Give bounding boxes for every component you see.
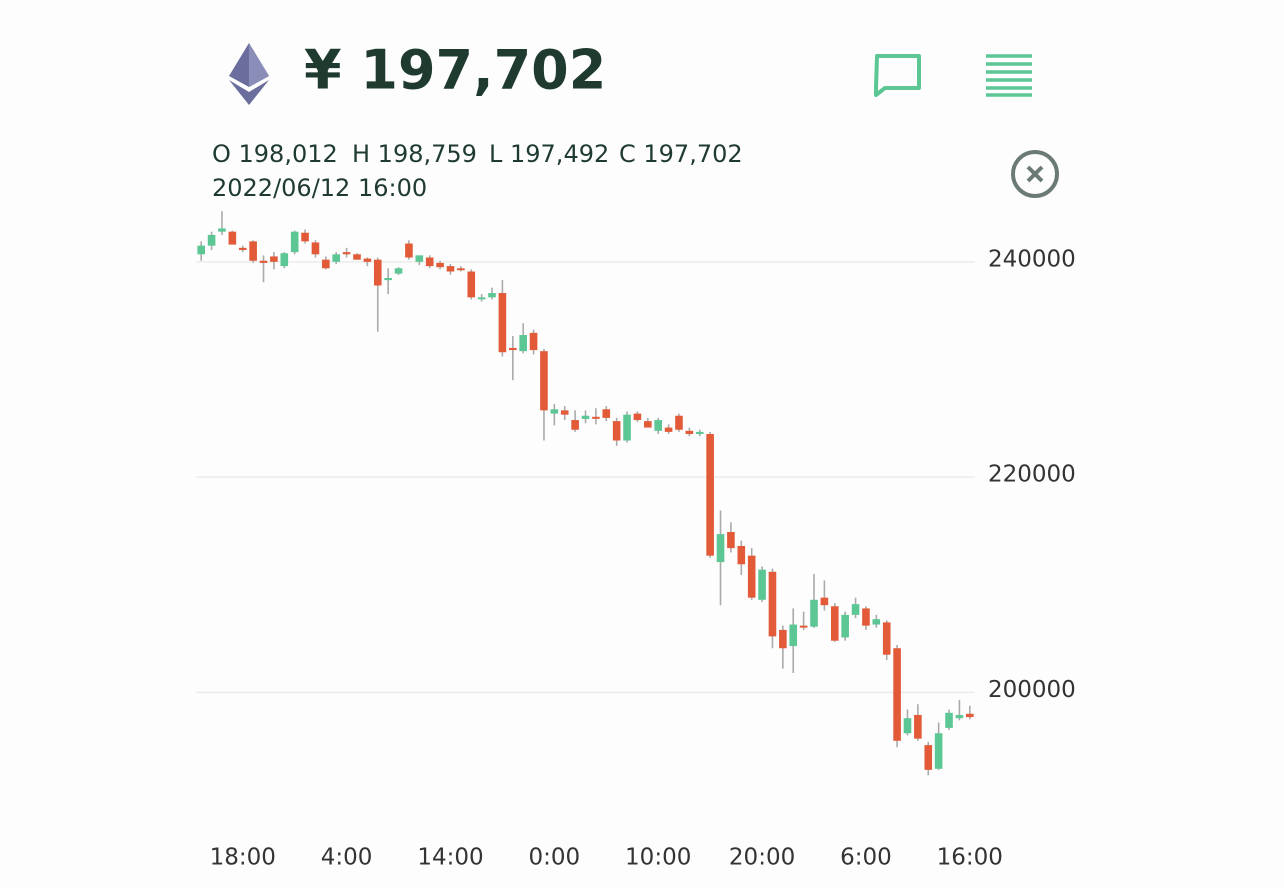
ohlc-high: H 198,759 (352, 140, 477, 168)
candle-body (207, 234, 216, 246)
candle-body (716, 534, 725, 563)
candle-body (384, 277, 392, 281)
candle-body (841, 614, 849, 638)
candle-body (612, 421, 621, 441)
candle-body (893, 648, 901, 741)
candle-body (405, 243, 413, 258)
candle-body (259, 260, 268, 263)
candle-body (789, 624, 798, 647)
x-tick-label: 18:00 (210, 845, 276, 871)
candle-body (862, 608, 870, 626)
candle-body (197, 245, 205, 255)
candle-body (851, 604, 860, 615)
candle-body (675, 415, 683, 430)
close-button[interactable] (1011, 150, 1059, 198)
x-tick-label: 0:00 (529, 845, 581, 871)
candle-body (477, 297, 486, 300)
candle-body (955, 714, 964, 719)
candle-body (332, 254, 341, 262)
candle-body (779, 629, 787, 649)
candle-body (914, 714, 922, 739)
candle-body (488, 293, 496, 298)
candle-body (508, 347, 517, 351)
y-tick-label: 220000 (988, 462, 1076, 488)
candle-body (768, 571, 777, 637)
candle-body (633, 413, 642, 421)
price: ¥ 197,702 (304, 39, 606, 102)
candle-body (373, 259, 382, 286)
candle-body (280, 253, 289, 267)
candle-body (872, 619, 881, 625)
candle-body (737, 545, 746, 565)
y-tick-label: 240000 (988, 246, 1076, 272)
candle-body (238, 247, 247, 250)
candle-body (695, 431, 704, 435)
candle-body (747, 555, 756, 598)
candle-body (644, 421, 652, 428)
candle-body (322, 259, 330, 269)
candle-body (529, 332, 538, 351)
candle-body (882, 622, 891, 655)
candle-body (353, 254, 361, 260)
candle-body (249, 241, 257, 261)
candle-body (810, 599, 818, 627)
candle-body (436, 262, 444, 268)
candle-body (799, 625, 808, 628)
menu-button[interactable] (986, 54, 1032, 97)
x-tick-label: 16:00 (937, 845, 1003, 871)
candle-body (934, 733, 943, 769)
candle-body (425, 257, 434, 267)
ohlc-low: L 197,492 (489, 140, 609, 168)
candle-body (706, 434, 714, 556)
x-tick-label: 14:00 (417, 845, 483, 871)
x-tick-label: 20:00 (729, 845, 795, 871)
x-tick-label: 10:00 (625, 845, 691, 871)
candle-body (394, 268, 403, 274)
candle-body (758, 569, 766, 600)
y-tick-label: 200000 (988, 677, 1076, 703)
datetime: 2022/06/12 16:00 (212, 174, 427, 202)
candle-body (270, 256, 278, 262)
candle-body (550, 409, 559, 414)
candle-body (290, 231, 299, 253)
candle-body (602, 409, 611, 418)
candle-body (415, 255, 424, 262)
candle-body (623, 414, 631, 441)
candle-body (903, 718, 912, 734)
candle-body (228, 231, 237, 245)
candle-body (685, 430, 694, 435)
candle-body (571, 420, 579, 430)
candle-body (560, 410, 569, 415)
candle-body (830, 606, 839, 641)
candle-body (945, 712, 953, 728)
candle-body (467, 271, 476, 298)
ohlc-close: C 197,702 (619, 140, 743, 168)
candle-body (301, 232, 309, 242)
candle-body (820, 597, 829, 606)
candle-body (966, 713, 974, 718)
candle-body (592, 416, 600, 419)
candle-body (311, 242, 320, 255)
candle-body (664, 427, 673, 432)
candle-body (727, 531, 735, 549)
ohlc-open: O 198,012 (212, 140, 338, 168)
candle-body (519, 335, 527, 352)
candle-body (363, 258, 372, 262)
candle-body (581, 415, 590, 419)
candle-body (457, 268, 465, 271)
candle-body (540, 351, 548, 411)
eth-logo (229, 43, 269, 105)
candle-body (924, 745, 933, 770)
candle-body (446, 266, 455, 272)
chat-button[interactable] (874, 54, 921, 97)
candle-body (654, 420, 663, 431)
candle-body (218, 228, 226, 232)
x-tick-label: 4:00 (321, 845, 373, 871)
candle-body (342, 252, 351, 255)
candle-body (498, 293, 507, 353)
x-tick-label: 6:00 (840, 845, 892, 871)
